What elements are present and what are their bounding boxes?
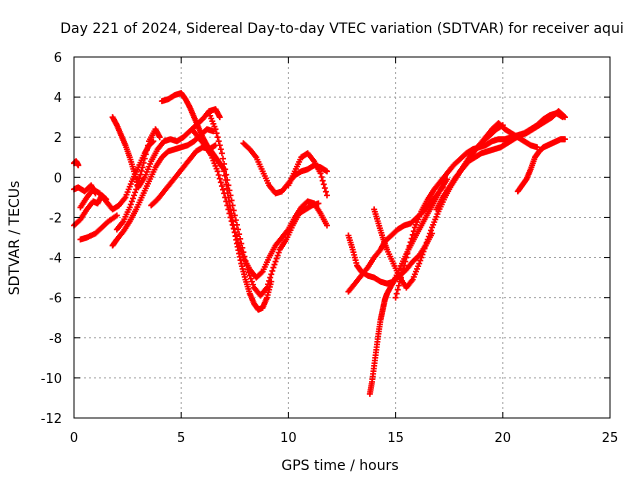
y-axis-label: SDTVAR / TECUs (7, 181, 23, 296)
y-tick-label: -2 (49, 211, 62, 226)
y-tick-label: 6 (54, 51, 62, 66)
y-tick-label: -4 (49, 252, 62, 267)
x-axis-label: GPS time / hours (281, 458, 398, 474)
y-tick-label: 2 (54, 131, 62, 146)
y-tick-label: 4 (54, 91, 62, 106)
x-tick-label: 5 (177, 431, 185, 446)
x-tick-label: 0 (70, 431, 78, 446)
x-tick-label: 15 (387, 431, 404, 446)
chart-title: Day 221 of 2024, Sidereal Day-to-day VTE… (60, 21, 623, 37)
x-tick-label: 10 (280, 431, 297, 446)
sdtvar-chart: 0 5 10 15 20 25 -12 -10 -8 -6 -4 -2 0 2 4 6 Day 221 of … (0, 0, 640, 480)
y-tick-label: -8 (49, 332, 62, 347)
y-tick-label: -12 (41, 412, 62, 427)
y-tick-label: 0 (54, 171, 62, 186)
x-tick-label: 25 (602, 431, 619, 446)
chart-background (0, 0, 640, 480)
y-tick-label: -10 (41, 372, 62, 387)
x-tick-label: 20 (495, 431, 512, 446)
y-tick-label: -6 (49, 292, 62, 307)
